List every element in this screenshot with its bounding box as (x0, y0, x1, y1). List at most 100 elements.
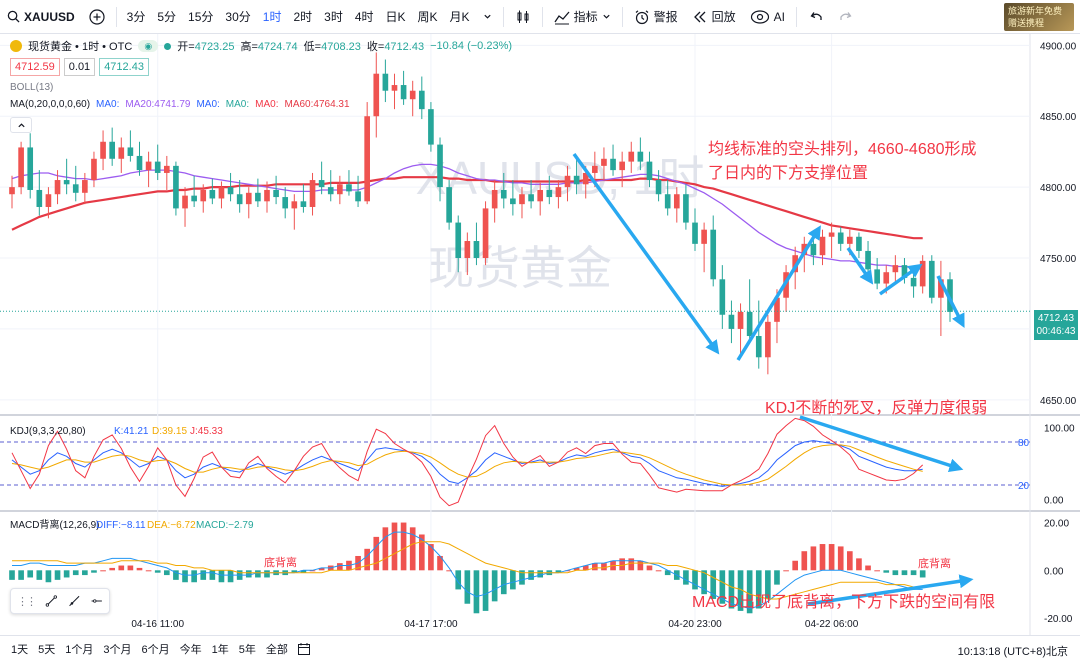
candle-body-69 (637, 151, 644, 162)
candle-body-31 (291, 201, 298, 209)
candle-body-78 (719, 279, 726, 315)
chevron-down-icon (483, 14, 491, 19)
alert-button[interactable]: 警报 (627, 0, 685, 34)
timeframe-3[interactable]: 30分 (225, 10, 251, 24)
divider (621, 6, 623, 27)
macd-bar-12 (118, 565, 125, 571)
ai-button[interactable]: AI (743, 0, 792, 34)
kdj-k-line (11, 440, 923, 487)
candle-body-99 (910, 277, 917, 287)
ma0-c: MA0: (225, 98, 250, 110)
add-symbol-button[interactable] (82, 0, 112, 34)
timeframe-7[interactable]: 4时 (354, 10, 374, 24)
timeframe-6[interactable]: 3时 (324, 10, 343, 24)
ray-tool-icon[interactable] (68, 593, 81, 609)
macd-bar-54 (500, 570, 507, 595)
indicators-button[interactable]: 指标 (547, 0, 618, 34)
macd-bar-83 (765, 570, 771, 599)
candle-body-56 (519, 194, 525, 205)
chart-canvas[interactable]: XAUUSD, 1时 现货黄金 4650.004700.004750.00480… (0, 34, 1080, 635)
macd-bar-15 (145, 570, 152, 572)
candle-body-30 (282, 197, 289, 209)
macd-bar-95 (874, 570, 880, 572)
candle-body-74 (683, 194, 689, 223)
redo-button[interactable] (831, 0, 861, 34)
horizontal-ray-icon[interactable] (90, 593, 103, 609)
replay-button[interactable]: 回放 (685, 0, 743, 34)
annotation-arrow-1 (736, 225, 821, 361)
macd-tick-label-2: 20.00 (1044, 519, 1069, 530)
macd-bar-44 (409, 527, 416, 571)
candle-body-70 (646, 161, 653, 181)
calendar-goto-icon[interactable] (297, 642, 311, 656)
kdj-tick-label-1: 100.00 (1044, 424, 1075, 435)
timeframe-5[interactable]: 2时 (293, 10, 313, 24)
candle-body-73 (673, 194, 680, 209)
collapse-legend-button[interactable] (10, 117, 32, 133)
macd-bar-56 (519, 570, 525, 585)
candle-body-83 (765, 321, 771, 358)
candle-body-60 (555, 187, 562, 198)
timeframe-10[interactable]: 月K (449, 10, 470, 24)
range-1[interactable]: 5天 (38, 644, 56, 656)
timeframe-dropdown[interactable] (476, 0, 499, 34)
ma60-value: MA60:4764.31 (284, 98, 350, 110)
time-tick-label-1: 04-17 17:00 (404, 619, 458, 630)
legend-title: 现货黄金 • 1时 • OTC (28, 41, 133, 53)
range-0[interactable]: 1天 (11, 644, 29, 656)
candle-body-96 (883, 272, 890, 284)
symbol-search[interactable]: XAUUSD (0, 0, 82, 34)
macd-title: MACD背离(12,26,9) (10, 518, 99, 531)
timeframe-4[interactable]: 1时 (262, 10, 282, 24)
gold-coin-icon (10, 40, 22, 52)
candle-body-5 (54, 180, 61, 195)
candle-body-17 (163, 165, 170, 173)
candle-body-10 (100, 141, 106, 159)
timeframe-0[interactable]: 3分 (126, 10, 146, 24)
candle-body-65 (601, 158, 607, 166)
range-5[interactable]: 今年 (179, 644, 202, 656)
range-3[interactable]: 3个月 (103, 644, 132, 656)
macd-bar-0 (9, 570, 15, 580)
range-6[interactable]: 1年 (211, 644, 229, 656)
range-7[interactable]: 5年 (238, 644, 256, 656)
clock[interactable]: 10:13:18 (UTC+8)北京 (957, 646, 1068, 658)
annotation-arrow-3 (878, 263, 923, 296)
macd-bar-58 (537, 570, 544, 578)
macd-bar-81 (746, 570, 753, 614)
timeframe-8[interactable]: 日K (385, 10, 406, 24)
macd-bar-99 (910, 570, 917, 576)
bottom-bar: 1天 5天 1个月 3个月 6个月 今年 1年 5年 全部 10:13:18 (UTC+8)北京 (0, 635, 1080, 662)
candle-body-14 (136, 155, 143, 171)
visibility-eye-icon[interactable]: ◉ (138, 40, 159, 52)
candle-body-55 (510, 198, 516, 205)
macd-bar-10 (100, 570, 106, 572)
macd-note: MACD出现了底背离，下方下跌的空间有限 (692, 593, 995, 611)
range-8[interactable]: 全部 (265, 644, 288, 656)
candle-body-91 (837, 232, 844, 244)
range-4[interactable]: 6个月 (141, 644, 170, 656)
drag-handle-icon[interactable]: ⋮⋮ (17, 595, 37, 608)
timeframe-9[interactable]: 周K (417, 10, 438, 24)
macd-bar-23 (218, 570, 225, 583)
candle-body-46 (428, 109, 434, 145)
timeframe-1[interactable]: 5分 (157, 10, 177, 24)
last-price-tag-bg (1034, 310, 1078, 340)
trendline-tool-icon[interactable] (45, 593, 58, 609)
bid-price[interactable]: 4712.59 (10, 58, 60, 76)
candle-body-86 (792, 255, 799, 273)
ad-banner[interactable]: 旅游新年免费 赠送携程 (1004, 3, 1074, 31)
macd-bar-53 (491, 570, 498, 602)
timeframe-2[interactable]: 15分 (188, 10, 214, 24)
ask-price[interactable]: 4712.43 (99, 58, 149, 76)
macd-bar-41 (382, 527, 389, 571)
macd-bar-77 (710, 570, 717, 599)
chart-type-button[interactable] (508, 0, 538, 34)
undo-button[interactable] (801, 0, 831, 34)
price-tick-label-0: 4650.00 (1040, 396, 1077, 407)
macd-bar-85 (783, 570, 789, 572)
timeframe-list: 3分 5分 15分 30分 1时 2时 3时 4时 日K 周K 月K (121, 0, 476, 34)
range-2[interactable]: 1个月 (65, 644, 94, 656)
macd-bar-67 (619, 558, 625, 571)
countdown-value: 00:46:43 (1037, 326, 1076, 337)
